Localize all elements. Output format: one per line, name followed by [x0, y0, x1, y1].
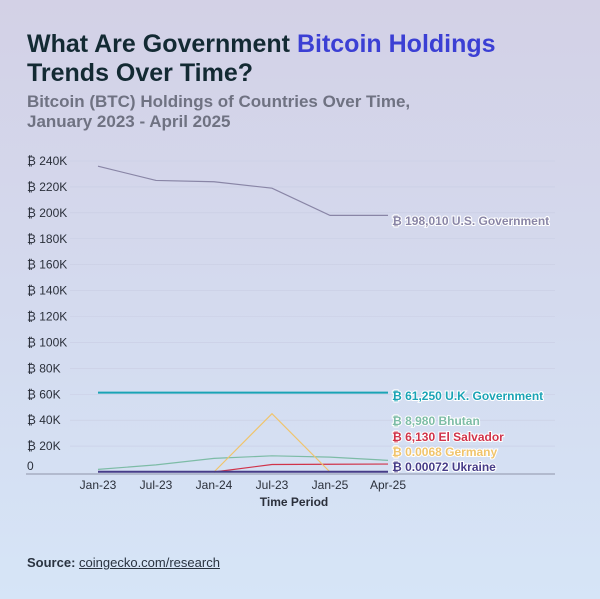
- source-label: Source:: [27, 555, 76, 570]
- series-end-label: ₿ 8,980 Bhutan: [392, 414, 480, 428]
- title-part: Trends Over Time?: [27, 59, 254, 87]
- y-tick-label: ₿ 120K: [27, 310, 67, 324]
- y-tick-label: 0: [27, 459, 34, 473]
- series-end-label: ₿ 198,010 U.S. Government: [392, 214, 549, 228]
- chart-subtitle: Bitcoin (BTC) Holdings of Countries Over…: [27, 92, 447, 132]
- series-end-label: ₿ 61,250 U.K. Government: [392, 389, 543, 403]
- y-tick-label: ₿ 200K: [27, 206, 67, 220]
- y-tick-label: ₿ 100K: [27, 335, 67, 349]
- series-line-germany: [213, 412, 331, 473]
- y-tick-label: ₿ 240K: [27, 154, 67, 168]
- series-line-el-salvador: [213, 463, 389, 473]
- subtitle-line: January 2023 - April 2025: [27, 112, 231, 131]
- series-end-label: ₿ 0.0068 Germany: [392, 445, 498, 459]
- series-line-bhutan: [97, 455, 389, 471]
- subtitle-line: Bitcoin (BTC) Holdings of Countries Over…: [27, 92, 411, 111]
- x-tick-label: Jul-23: [256, 478, 289, 492]
- y-tick-label: ₿ 40K: [27, 413, 61, 427]
- chart-title: What Are Government Bitcoin Holdings Tren…: [27, 30, 496, 88]
- x-axis-title: Time Period: [260, 495, 328, 509]
- x-tick-label: Apr-25: [370, 478, 406, 492]
- y-tick-label: ₿ 80K: [27, 361, 61, 375]
- series-end-label: ₿ 0.00072 Ukraine: [392, 460, 496, 474]
- source-note: Source: coingecko.com/research: [27, 555, 220, 570]
- series-end-label: ₿ 6,130 El Salvador: [392, 430, 504, 444]
- series-line-u-s-government: [97, 165, 388, 217]
- x-tick-label: Jul-23: [140, 478, 173, 492]
- title-part: What Are Government: [27, 30, 297, 58]
- y-tick-label: ₿ 140K: [27, 284, 67, 298]
- y-tick-label: ₿ 180K: [27, 232, 67, 246]
- x-tick-label: Jan-25: [312, 478, 349, 492]
- title-highlight: Bitcoin Holdings: [296, 30, 496, 58]
- y-tick-label: ₿ 220K: [27, 180, 67, 194]
- y-tick-label: ₿ 20K: [27, 439, 61, 453]
- x-tick-label: Jan-23: [80, 478, 117, 492]
- source-link[interactable]: coingecko.com/research: [79, 555, 220, 570]
- y-tick-label: ₿ 60K: [27, 387, 61, 401]
- y-tick-label: ₿ 160K: [27, 258, 67, 272]
- x-tick-label: Jan-24: [196, 478, 233, 492]
